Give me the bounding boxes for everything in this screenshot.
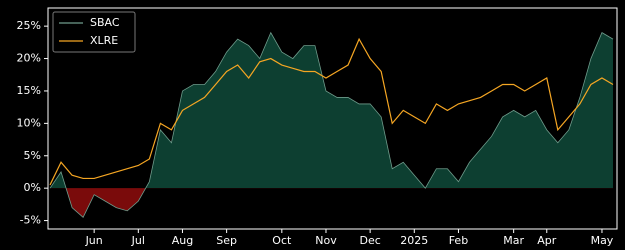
- y-tick-label: 15%: [17, 84, 41, 97]
- y-tick-label: -5%: [20, 214, 41, 227]
- x-tick-label: Oct: [272, 234, 292, 247]
- legend-box: [52, 11, 136, 53]
- y-tick-label: 5%: [24, 149, 41, 162]
- series-line: [49, 37, 614, 186]
- y-tick-label: 10%: [17, 116, 41, 129]
- x-tick-label: Dec: [359, 234, 380, 247]
- x-tick-label: Nov: [315, 234, 337, 247]
- x-tick-label: Mar: [503, 234, 524, 247]
- x-tick-label: Aug: [172, 234, 193, 247]
- legend-label: SBAC: [90, 16, 120, 29]
- x-tick-label: Apr: [537, 234, 557, 247]
- x-tick-label: May: [591, 234, 614, 247]
- legend-label: XLRE: [90, 34, 118, 47]
- x-tick-label: Feb: [449, 234, 468, 247]
- x-tick-label: 2025: [400, 234, 428, 247]
- area: [50, 32, 613, 218]
- x-tick-label: Jun: [85, 234, 103, 247]
- y-tick-label: 0%: [24, 181, 41, 194]
- x-tick-label: Sep: [216, 234, 237, 247]
- y-tick-label: 25%: [17, 19, 41, 32]
- series-line: [49, 31, 614, 218]
- y-tick-label: 20%: [17, 52, 41, 65]
- plot-frame: [47, 7, 618, 230]
- x-tick-label: Jul: [131, 234, 145, 247]
